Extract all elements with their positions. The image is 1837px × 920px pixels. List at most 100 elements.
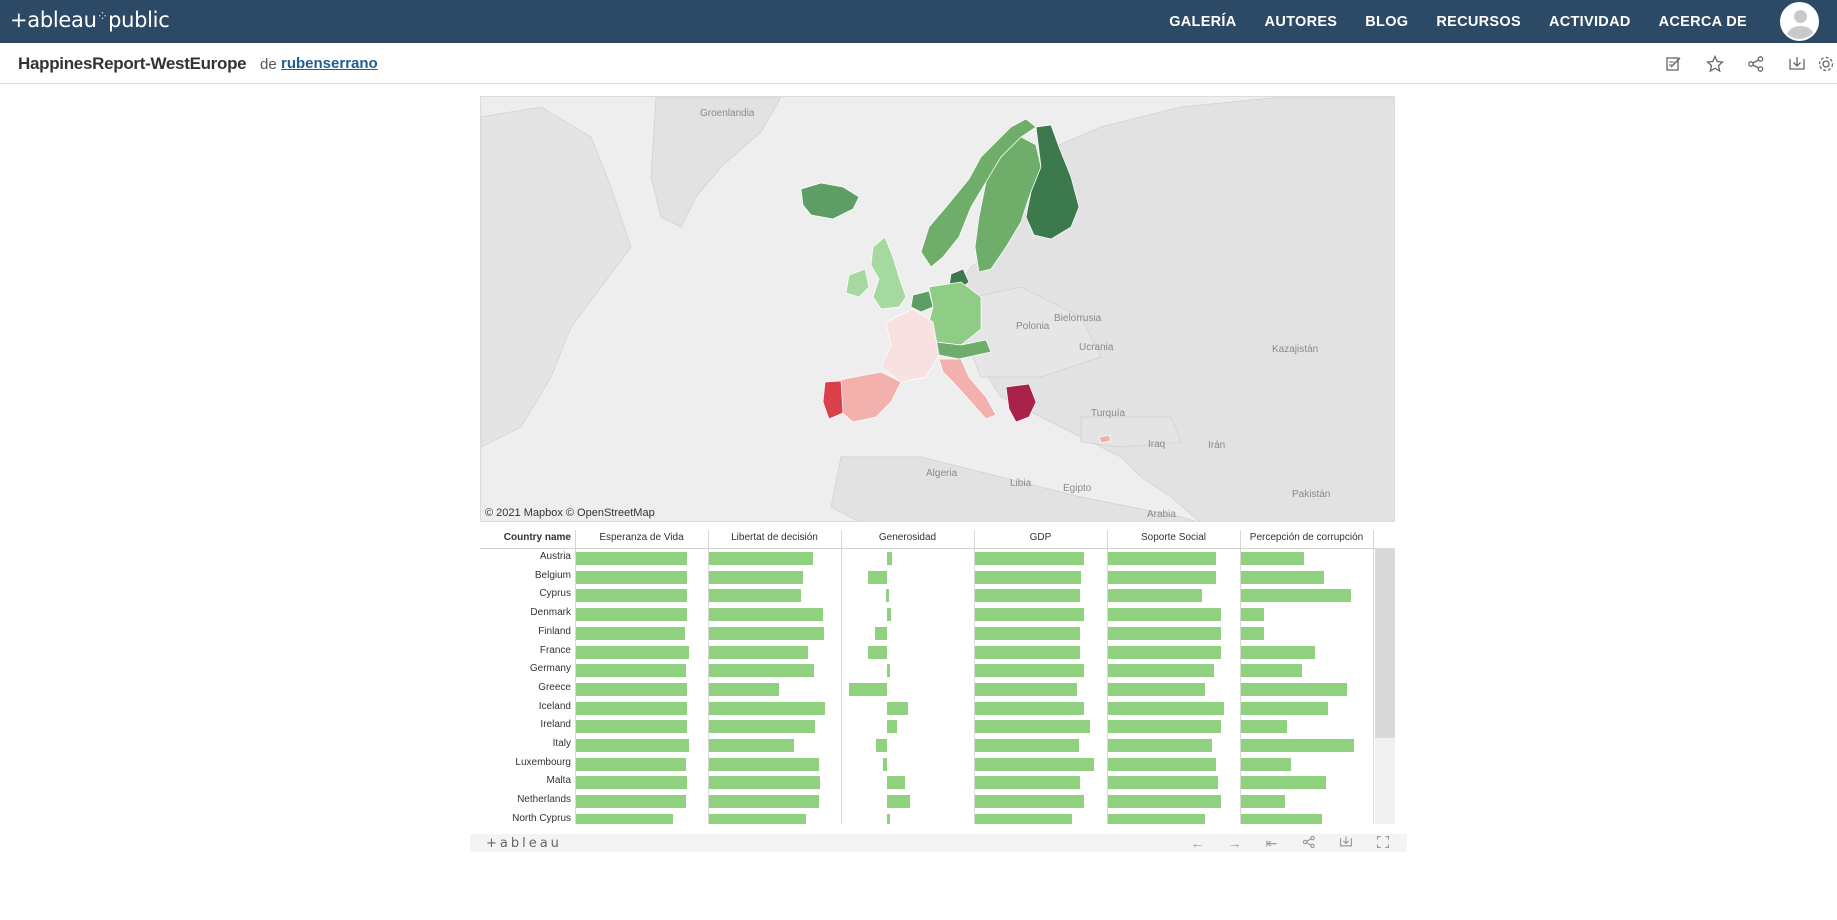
data-bar[interactable]: [576, 739, 689, 752]
settings-gear-icon[interactable]: [1817, 52, 1837, 76]
data-bar[interactable]: [882, 757, 888, 771]
data-bar[interactable]: [975, 682, 1077, 696]
country-row-label[interactable]: Greece: [538, 681, 571, 693]
data-bar[interactable]: [576, 645, 689, 659]
data-bar[interactable]: [1241, 589, 1352, 603]
data-bar[interactable]: [576, 608, 688, 622]
data-bar[interactable]: [1108, 776, 1219, 790]
data-bar[interactable]: [975, 552, 1084, 565]
data-bar[interactable]: [576, 664, 687, 678]
country-row-label[interactable]: Belgium: [534, 569, 571, 581]
data-bar[interactable]: [1108, 720, 1221, 734]
redo-icon[interactable]: →: [1227, 835, 1242, 851]
footer-download-icon[interactable]: [1327, 835, 1364, 851]
country-row-label[interactable]: Iceland: [538, 700, 571, 712]
data-bar[interactable]: [887, 608, 892, 622]
country-row-label[interactable]: North Cyprus: [512, 812, 571, 824]
data-bar[interactable]: [975, 720, 1090, 734]
column-header[interactable]: GDP: [1029, 532, 1052, 543]
data-bar[interactable]: [975, 645, 1081, 659]
country-name-header[interactable]: Country name: [503, 532, 571, 543]
data-bar[interactable]: [1108, 701, 1225, 715]
data-bar[interactable]: [1241, 776, 1326, 790]
data-bar[interactable]: [867, 645, 888, 659]
download-icon[interactable]: [1776, 52, 1817, 76]
data-bar[interactable]: [887, 701, 908, 715]
data-bar[interactable]: [709, 739, 794, 752]
data-bar[interactable]: [576, 552, 688, 565]
data-bar[interactable]: [709, 608, 823, 622]
data-bar[interactable]: [576, 776, 688, 790]
data-bar[interactable]: [576, 795, 687, 809]
data-bar[interactable]: [576, 757, 687, 771]
data-bar[interactable]: [709, 664, 815, 678]
data-bar[interactable]: [709, 570, 804, 584]
data-bar[interactable]: [1241, 813, 1323, 824]
undo-icon[interactable]: ←: [1190, 835, 1205, 851]
data-bar[interactable]: [1108, 608, 1221, 622]
data-bar[interactable]: [1108, 626, 1221, 640]
data-bar[interactable]: [887, 813, 891, 824]
table-scrollbar[interactable]: [1375, 548, 1395, 824]
data-bar[interactable]: [887, 776, 905, 790]
data-bar[interactable]: [576, 589, 688, 603]
country-row-label[interactable]: Luxembourg: [515, 756, 571, 768]
data-bar[interactable]: [1241, 570, 1325, 584]
country-row-label[interactable]: Netherlands: [517, 794, 571, 806]
data-bar[interactable]: [1108, 682, 1205, 696]
country-row-label[interactable]: France: [539, 644, 571, 656]
data-bar[interactable]: [1108, 795, 1221, 809]
data-bar[interactable]: [874, 626, 888, 640]
data-bar[interactable]: [975, 570, 1082, 584]
data-bar[interactable]: [975, 664, 1084, 678]
data-bar[interactable]: [885, 589, 889, 603]
footer-tableau-logo[interactable]: +ableau: [486, 836, 562, 851]
column-header[interactable]: Percepción de corrupción: [1249, 532, 1364, 543]
data-bar[interactable]: [1241, 664, 1302, 678]
share-icon[interactable]: [1735, 52, 1776, 76]
column-header[interactable]: Soporte Social: [1140, 532, 1207, 543]
data-bar[interactable]: [709, 552, 814, 565]
edit-viz-icon[interactable]: [1653, 52, 1694, 76]
data-bar[interactable]: [576, 701, 688, 715]
nav-item-blog[interactable]: BLOG: [1365, 13, 1409, 30]
author-link[interactable]: rubenserrano: [281, 55, 378, 72]
country-row-label[interactable]: Malta: [546, 775, 571, 787]
nav-item-acerca-de[interactable]: ACERCA DE: [1658, 13, 1747, 30]
data-bar[interactable]: [709, 776, 821, 790]
data-bar[interactable]: [576, 626, 685, 640]
data-bar[interactable]: [887, 664, 891, 678]
footer-share-icon[interactable]: [1290, 835, 1327, 851]
nav-item-galeria[interactable]: GALERÍA: [1169, 13, 1237, 30]
data-bar[interactable]: [576, 570, 688, 584]
data-bar[interactable]: [709, 645, 809, 659]
country-row-label[interactable]: Denmark: [530, 607, 571, 619]
data-bar[interactable]: [1241, 608, 1264, 622]
data-bar[interactable]: [1108, 552, 1216, 565]
data-bar[interactable]: [1241, 682, 1348, 696]
nav-item-recursos[interactable]: RECURSOS: [1436, 13, 1521, 30]
data-bar[interactable]: [975, 776, 1081, 790]
data-bar[interactable]: [1108, 757, 1216, 771]
data-bar[interactable]: [1241, 757, 1291, 771]
data-bar[interactable]: [1108, 589, 1203, 603]
data-bar[interactable]: [867, 570, 888, 584]
data-bar[interactable]: [887, 720, 898, 734]
data-bar[interactable]: [709, 626, 824, 640]
data-bar[interactable]: [848, 682, 888, 696]
user-avatar[interactable]: [1780, 2, 1819, 41]
country-row-label[interactable]: Finland: [538, 625, 571, 637]
data-bar[interactable]: [1241, 552, 1304, 565]
data-bar[interactable]: [709, 757, 820, 771]
scrollbar-thumb[interactable]: [1375, 548, 1395, 738]
data-bar[interactable]: [975, 795, 1084, 809]
data-bar[interactable]: [975, 757, 1094, 771]
data-bar[interactable]: [1108, 664, 1215, 678]
data-bar[interactable]: [1241, 720, 1287, 734]
data-bar[interactable]: [576, 682, 688, 696]
data-bar[interactable]: [709, 813, 806, 824]
data-bar[interactable]: [709, 720, 816, 734]
data-bar[interactable]: [1241, 645, 1315, 659]
data-bar[interactable]: [1108, 570, 1216, 584]
data-bar[interactable]: [709, 795, 820, 809]
